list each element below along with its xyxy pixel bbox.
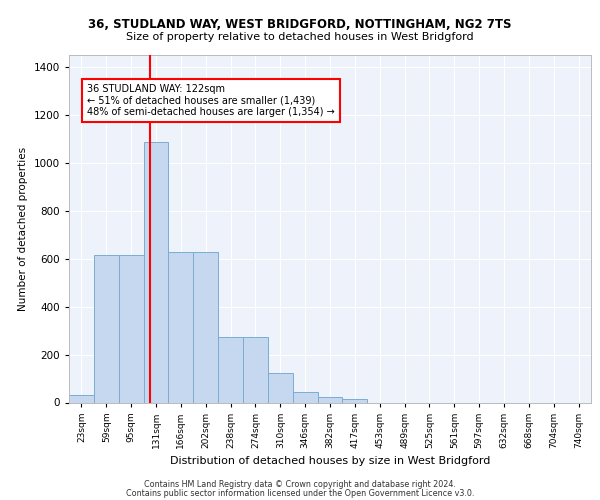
Text: 36, STUDLAND WAY, WEST BRIDGFORD, NOTTINGHAM, NG2 7TS: 36, STUDLAND WAY, WEST BRIDGFORD, NOTTIN… <box>88 18 512 30</box>
Bar <box>268 372 293 402</box>
Bar <box>143 142 169 402</box>
Text: 36 STUDLAND WAY: 122sqm
← 51% of detached houses are smaller (1,439)
48% of semi: 36 STUDLAND WAY: 122sqm ← 51% of detache… <box>87 84 335 117</box>
Text: Contains public sector information licensed under the Open Government Licence v3: Contains public sector information licen… <box>126 489 474 498</box>
Bar <box>69 396 94 402</box>
X-axis label: Distribution of detached houses by size in West Bridgford: Distribution of detached houses by size … <box>170 456 490 466</box>
Bar <box>218 336 243 402</box>
Bar <box>293 392 317 402</box>
Bar <box>169 252 193 402</box>
Bar <box>343 399 367 402</box>
Bar <box>243 336 268 402</box>
Text: Size of property relative to detached houses in West Bridgford: Size of property relative to detached ho… <box>126 32 474 42</box>
Y-axis label: Number of detached properties: Number of detached properties <box>18 146 28 311</box>
Bar <box>317 397 343 402</box>
Text: Contains HM Land Registry data © Crown copyright and database right 2024.: Contains HM Land Registry data © Crown c… <box>144 480 456 489</box>
Bar <box>193 252 218 402</box>
Bar <box>94 255 119 402</box>
Bar <box>119 255 143 402</box>
